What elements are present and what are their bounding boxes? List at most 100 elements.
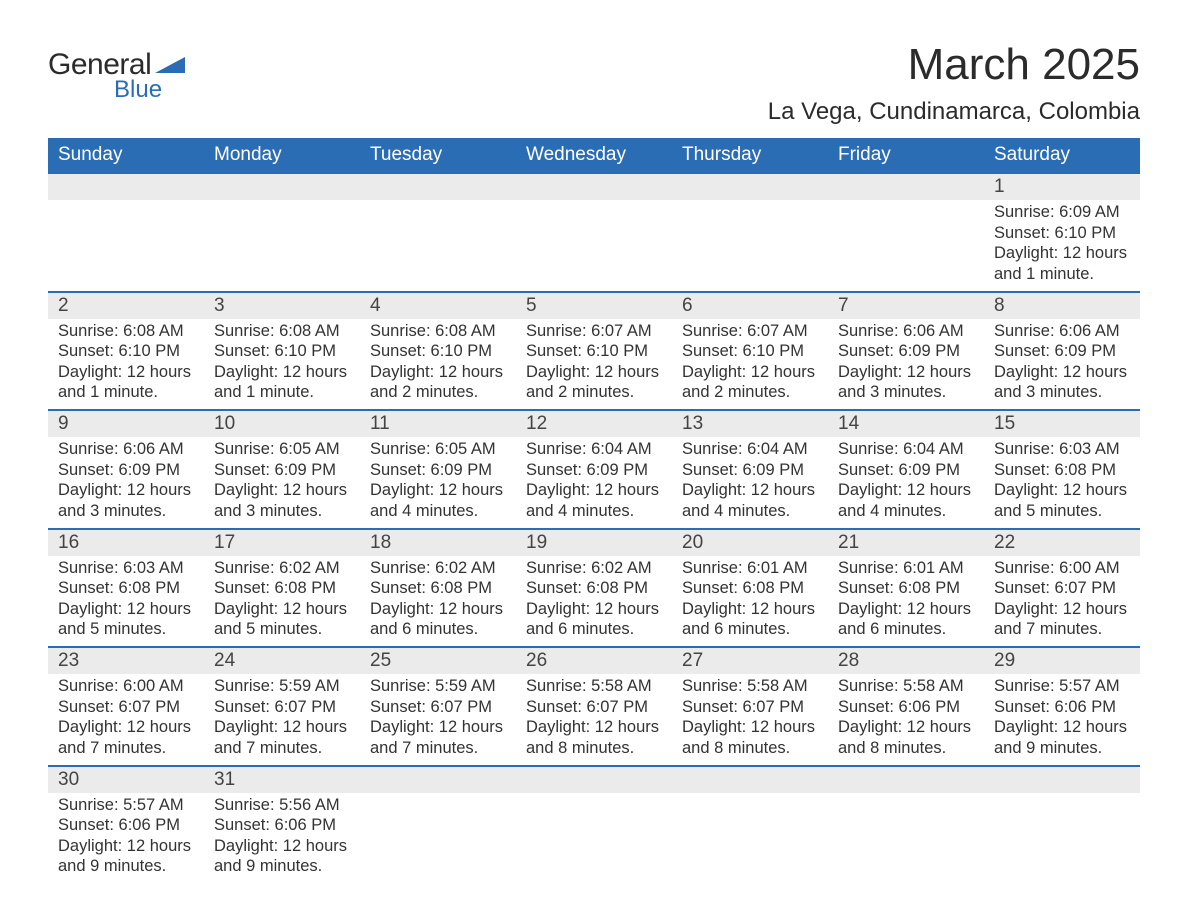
day-content: Sunrise: 6:04 AMSunset: 6:09 PMDaylight:…: [828, 437, 984, 528]
daylight-line: Daylight: 12 hours and 4 minutes.: [370, 480, 506, 521]
daylight-line: Daylight: 12 hours and 3 minutes.: [838, 362, 974, 403]
day-content: Sunrise: 6:03 AMSunset: 6:08 PMDaylight:…: [984, 437, 1140, 528]
sunrise-line: Sunrise: 6:04 AM: [838, 439, 974, 460]
calendar-day-cell: 8Sunrise: 6:06 AMSunset: 6:09 PMDaylight…: [984, 292, 1140, 411]
sunset-line: Sunset: 6:08 PM: [370, 578, 506, 599]
sunrise-line: Sunrise: 6:03 AM: [58, 558, 194, 579]
daylight-line: Daylight: 12 hours and 7 minutes.: [994, 599, 1130, 640]
sunrise-line: Sunrise: 6:06 AM: [994, 321, 1130, 342]
daylight-line: Daylight: 12 hours and 5 minutes.: [994, 480, 1130, 521]
calendar-day-cell: 31Sunrise: 5:56 AMSunset: 6:06 PMDayligh…: [204, 766, 360, 884]
daylight-line: Daylight: 12 hours and 6 minutes.: [838, 599, 974, 640]
calendar-day-cell: .: [360, 766, 516, 884]
day-number: 15: [984, 411, 1140, 437]
calendar-day-cell: 17Sunrise: 6:02 AMSunset: 6:08 PMDayligh…: [204, 529, 360, 648]
day-content: Sunrise: 5:57 AMSunset: 6:06 PMDaylight:…: [984, 674, 1140, 765]
sunrise-line: Sunrise: 6:00 AM: [994, 558, 1130, 579]
day-content: Sunrise: 6:07 AMSunset: 6:10 PMDaylight:…: [672, 319, 828, 410]
sunset-line: Sunset: 6:09 PM: [838, 460, 974, 481]
daylight-line: Daylight: 12 hours and 4 minutes.: [838, 480, 974, 521]
daylight-line: Daylight: 12 hours and 2 minutes.: [682, 362, 818, 403]
sunset-line: Sunset: 6:10 PM: [682, 341, 818, 362]
calendar-day-cell: .: [516, 766, 672, 884]
weekday-header: Wednesday: [516, 138, 672, 173]
day-number: 6: [672, 293, 828, 319]
daylight-line: Daylight: 12 hours and 5 minutes.: [214, 599, 350, 640]
sunset-line: Sunset: 6:09 PM: [994, 341, 1130, 362]
sunset-line: Sunset: 6:10 PM: [58, 341, 194, 362]
day-content: Sunrise: 6:01 AMSunset: 6:08 PMDaylight:…: [672, 556, 828, 647]
sunset-line: Sunset: 6:10 PM: [994, 223, 1130, 244]
daylight-line: Daylight: 12 hours and 9 minutes.: [994, 717, 1130, 758]
day-number: 11: [360, 411, 516, 437]
daylight-line: Daylight: 12 hours and 6 minutes.: [682, 599, 818, 640]
day-number: 22: [984, 530, 1140, 556]
daylight-line: Daylight: 12 hours and 1 minute.: [214, 362, 350, 403]
sunset-line: Sunset: 6:09 PM: [214, 460, 350, 481]
day-number: 16: [48, 530, 204, 556]
sunset-line: Sunset: 6:10 PM: [526, 341, 662, 362]
day-content: Sunrise: 6:08 AMSunset: 6:10 PMDaylight:…: [204, 319, 360, 410]
daylight-line: Daylight: 12 hours and 9 minutes.: [214, 836, 350, 877]
sunset-line: Sunset: 6:09 PM: [58, 460, 194, 481]
sunrise-line: Sunrise: 6:02 AM: [370, 558, 506, 579]
calendar-day-cell: 28Sunrise: 5:58 AMSunset: 6:06 PMDayligh…: [828, 647, 984, 766]
sunrise-line: Sunrise: 5:56 AM: [214, 795, 350, 816]
calendar-day-cell: 20Sunrise: 6:01 AMSunset: 6:08 PMDayligh…: [672, 529, 828, 648]
day-content: Sunrise: 6:07 AMSunset: 6:10 PMDaylight:…: [516, 319, 672, 410]
calendar-day-cell: .: [984, 766, 1140, 884]
calendar-day-cell: .: [672, 766, 828, 884]
sunrise-line: Sunrise: 6:07 AM: [526, 321, 662, 342]
sunset-line: Sunset: 6:06 PM: [58, 815, 194, 836]
sunset-line: Sunset: 6:08 PM: [838, 578, 974, 599]
day-number: 19: [516, 530, 672, 556]
weekday-header: Saturday: [984, 138, 1140, 173]
day-content: Sunrise: 6:06 AMSunset: 6:09 PMDaylight:…: [48, 437, 204, 528]
day-number: 30: [48, 767, 204, 793]
calendar-day-cell: 21Sunrise: 6:01 AMSunset: 6:08 PMDayligh…: [828, 529, 984, 648]
weekday-header: Monday: [204, 138, 360, 173]
day-content: Sunrise: 6:06 AMSunset: 6:09 PMDaylight:…: [828, 319, 984, 410]
day-content: Sunrise: 6:05 AMSunset: 6:09 PMDaylight:…: [204, 437, 360, 528]
sunrise-line: Sunrise: 6:05 AM: [370, 439, 506, 460]
calendar-day-cell: 29Sunrise: 5:57 AMSunset: 6:06 PMDayligh…: [984, 647, 1140, 766]
sunset-line: Sunset: 6:08 PM: [214, 578, 350, 599]
calendar-day-cell: 15Sunrise: 6:03 AMSunset: 6:08 PMDayligh…: [984, 410, 1140, 529]
calendar-day-cell: 6Sunrise: 6:07 AMSunset: 6:10 PMDaylight…: [672, 292, 828, 411]
sunrise-line: Sunrise: 6:04 AM: [682, 439, 818, 460]
calendar-week-row: 2Sunrise: 6:08 AMSunset: 6:10 PMDaylight…: [48, 292, 1140, 411]
day-number: 13: [672, 411, 828, 437]
calendar-day-cell: 27Sunrise: 5:58 AMSunset: 6:07 PMDayligh…: [672, 647, 828, 766]
day-content: Sunrise: 6:00 AMSunset: 6:07 PMDaylight:…: [984, 556, 1140, 647]
calendar-day-cell: 4Sunrise: 6:08 AMSunset: 6:10 PMDaylight…: [360, 292, 516, 411]
day-content: Sunrise: 6:02 AMSunset: 6:08 PMDaylight:…: [516, 556, 672, 647]
sunrise-line: Sunrise: 6:08 AM: [58, 321, 194, 342]
day-number: 10: [204, 411, 360, 437]
logo: General Blue: [48, 48, 185, 104]
calendar-day-cell: .: [828, 173, 984, 292]
daylight-line: Daylight: 12 hours and 6 minutes.: [526, 599, 662, 640]
day-content: Sunrise: 6:00 AMSunset: 6:07 PMDaylight:…: [48, 674, 204, 765]
daylight-line: Daylight: 12 hours and 8 minutes.: [526, 717, 662, 758]
calendar-day-cell: 5Sunrise: 6:07 AMSunset: 6:10 PMDaylight…: [516, 292, 672, 411]
calendar-day-cell: 19Sunrise: 6:02 AMSunset: 6:08 PMDayligh…: [516, 529, 672, 648]
sunset-line: Sunset: 6:09 PM: [526, 460, 662, 481]
day-content: Sunrise: 5:58 AMSunset: 6:07 PMDaylight:…: [672, 674, 828, 765]
day-number: 24: [204, 648, 360, 674]
daylight-line: Daylight: 12 hours and 2 minutes.: [370, 362, 506, 403]
day-number: 4: [360, 293, 516, 319]
calendar-day-cell: 2Sunrise: 6:08 AMSunset: 6:10 PMDaylight…: [48, 292, 204, 411]
calendar-day-cell: 12Sunrise: 6:04 AMSunset: 6:09 PMDayligh…: [516, 410, 672, 529]
sunset-line: Sunset: 6:10 PM: [214, 341, 350, 362]
sunset-line: Sunset: 6:08 PM: [58, 578, 194, 599]
sunrise-line: Sunrise: 6:06 AM: [838, 321, 974, 342]
sunrise-line: Sunrise: 5:57 AM: [58, 795, 194, 816]
calendar-week-row: 16Sunrise: 6:03 AMSunset: 6:08 PMDayligh…: [48, 529, 1140, 648]
header: General Blue March 2025 La Vega, Cundina…: [48, 40, 1140, 126]
day-content: Sunrise: 6:05 AMSunset: 6:09 PMDaylight:…: [360, 437, 516, 528]
logo-text-blue: Blue: [114, 76, 162, 104]
sunrise-line: Sunrise: 6:01 AM: [838, 558, 974, 579]
sunrise-line: Sunrise: 6:08 AM: [214, 321, 350, 342]
day-number: 18: [360, 530, 516, 556]
day-content: Sunrise: 6:02 AMSunset: 6:08 PMDaylight:…: [204, 556, 360, 647]
